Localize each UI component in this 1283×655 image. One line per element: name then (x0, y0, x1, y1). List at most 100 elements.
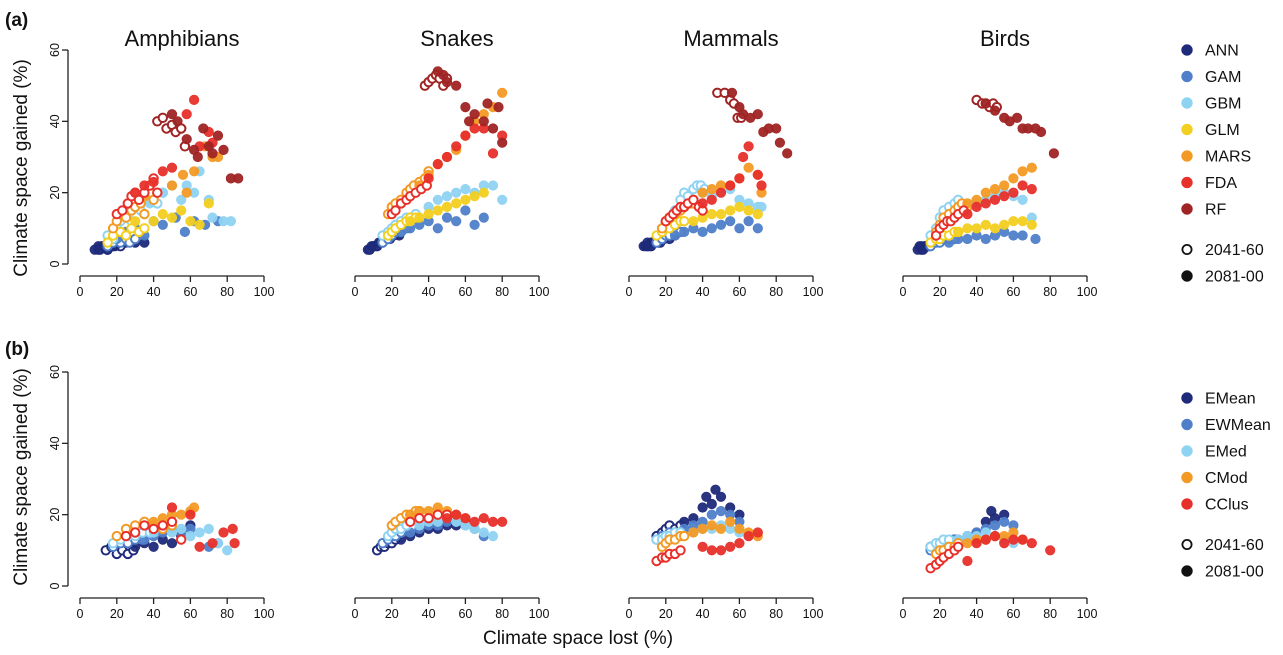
data-point-mars-2081-00 (166, 180, 178, 191)
data-point-rf-2081-00 (726, 87, 738, 98)
data-point-cclus-2081-00 (999, 538, 1010, 549)
data-point-fda-2081-00 (166, 162, 178, 173)
legend-period-label: 2041-60 (1205, 537, 1264, 554)
legend-swatch-ewmean (1181, 418, 1193, 431)
x-tick-label: 20 (933, 607, 947, 621)
y-tick-label: 60 (48, 365, 62, 379)
data-point-cmod-2041-60 (679, 530, 690, 542)
x-tick-label: 80 (220, 607, 234, 621)
data-point-gbm-2081-00 (207, 212, 218, 223)
data-point-cclus-2041-60 (414, 513, 425, 524)
data-point-cclus-2081-00 (980, 534, 991, 545)
data-point-glm-2081-00 (157, 209, 168, 220)
x-tick-label: 80 (1043, 285, 1057, 299)
data-point-glm-2081-00 (962, 223, 973, 234)
data-point-gam-2081-00 (669, 230, 681, 241)
legend-label-cmod: CMod (1205, 470, 1248, 487)
data-point-glm-2081-00 (1026, 219, 1037, 230)
data-point-fda-2081-00 (706, 194, 717, 205)
data-point-cclus-2081-00 (1045, 545, 1056, 556)
data-point-glm-2081-00 (980, 219, 991, 230)
x-tick-label: 40 (422, 285, 436, 299)
x-tick-label: 60 (732, 607, 746, 621)
x-tick-label: 100 (1077, 607, 1098, 621)
x-tick-label: 40 (970, 607, 984, 621)
x-tick-label: 60 (732, 285, 746, 299)
data-point-fda-2081-00 (743, 141, 754, 152)
data-point-rf-2081-00 (482, 98, 493, 109)
legend-period-label: 2081-00 (1205, 564, 1264, 581)
data-point-gam-2081-00 (697, 226, 708, 237)
data-point-rf-2081-00 (487, 123, 499, 134)
data-point-gam-2081-00 (743, 216, 754, 227)
data-point-cclus-2081-00 (487, 516, 499, 527)
x-tick-label: 100 (1077, 285, 1098, 299)
data-point-rf-2081-00 (980, 98, 991, 109)
data-point-cclus-2041-60 (675, 545, 686, 556)
data-point-mars-2081-00 (1026, 162, 1037, 173)
data-point-glm-2081-00 (469, 191, 480, 202)
data-point-gam-2081-00 (460, 205, 471, 216)
data-point-gam-2081-00 (441, 212, 453, 223)
data-point-cclus-2081-00 (989, 530, 1001, 542)
x-tick-label: 60 (1006, 607, 1020, 621)
x-tick-label: 40 (970, 285, 984, 299)
data-point-fda-2081-00 (1008, 187, 1019, 198)
legend-label-gam: GAM (1205, 69, 1241, 86)
data-point-glm-2081-00 (1008, 216, 1019, 227)
x-tick-label: 100 (529, 285, 550, 299)
data-point-rf-2081-00 (218, 144, 229, 155)
data-point-gbm-2081-00 (487, 180, 499, 191)
data-point-rf-2081-00 (478, 116, 489, 127)
y-tick-label: 0 (48, 582, 62, 589)
panel-a-plot-4: Birds 0 20 40 60 80 100 (900, 26, 1098, 299)
legend-label-emean: EMean (1205, 391, 1256, 408)
data-point-mars-2081-00 (497, 87, 508, 98)
x-tick-label: 100 (529, 607, 550, 621)
data-point-fda-2081-00 (181, 109, 192, 120)
data-point-rf-2041-60 (157, 112, 169, 124)
data-point-fda-2081-00 (1026, 184, 1037, 195)
data-point-cmod-2081-00 (706, 520, 717, 531)
data-point-fda-2081-00 (725, 180, 736, 191)
data-point-gbm-2081-00 (451, 187, 462, 198)
x-tick-label: 40 (422, 607, 436, 621)
data-point-cclus-2081-00 (451, 509, 462, 520)
legend-swatch-mars (1181, 150, 1193, 162)
data-point-glm-2081-00 (432, 205, 443, 216)
data-point-emed-2081-00 (176, 523, 187, 535)
data-point-cclus-2081-00 (743, 530, 754, 542)
data-point-glm-2081-00 (706, 209, 717, 220)
panel-b-plot-1: 0 20 40 60 80 100 0 20 40 60 (48, 365, 274, 621)
x-tick-label: 20 (110, 607, 124, 621)
data-point-glm-2081-00 (688, 216, 699, 227)
data-point-cclus-2081-00 (460, 513, 471, 524)
data-point-glm-2081-00 (414, 212, 425, 223)
data-point-cclus-2081-00 (229, 538, 240, 549)
data-point-emed-2081-00 (185, 530, 196, 542)
data-point-cclus-2041-60 (432, 509, 443, 520)
data-point-gbm-2081-00 (460, 184, 471, 195)
legend-swatch-emed (1181, 445, 1193, 457)
x-tick-label: 80 (495, 285, 509, 299)
data-point-gam-2081-00 (1008, 230, 1019, 241)
data-point-glm-2081-00 (725, 205, 736, 216)
data-point-cclus-2041-60 (120, 530, 132, 542)
data-point-fda-2081-00 (189, 94, 200, 105)
data-point-mars-2081-00 (189, 166, 200, 177)
data-point-rf-2081-00 (989, 105, 1001, 116)
data-point-cclus-2081-00 (469, 516, 480, 527)
data-point-fda-2081-00 (441, 151, 453, 163)
data-point-cmod-2081-00 (688, 527, 699, 538)
data-point-emean-2081-00 (148, 541, 159, 552)
data-point-mars-2081-00 (743, 162, 754, 173)
legend-swatch-glm (1181, 123, 1193, 136)
data-point-mars-2081-00 (1017, 166, 1028, 177)
x-tick-label: 60 (1006, 285, 1020, 299)
data-point-emean-2081-00 (697, 502, 708, 513)
data-point-cclus-2081-00 (441, 513, 453, 524)
data-point-glm-2041-60 (139, 223, 150, 234)
data-point-rf-2081-00 (782, 148, 793, 159)
data-point-cclus-2041-60 (176, 534, 187, 545)
data-point-gam-2081-00 (469, 219, 480, 230)
